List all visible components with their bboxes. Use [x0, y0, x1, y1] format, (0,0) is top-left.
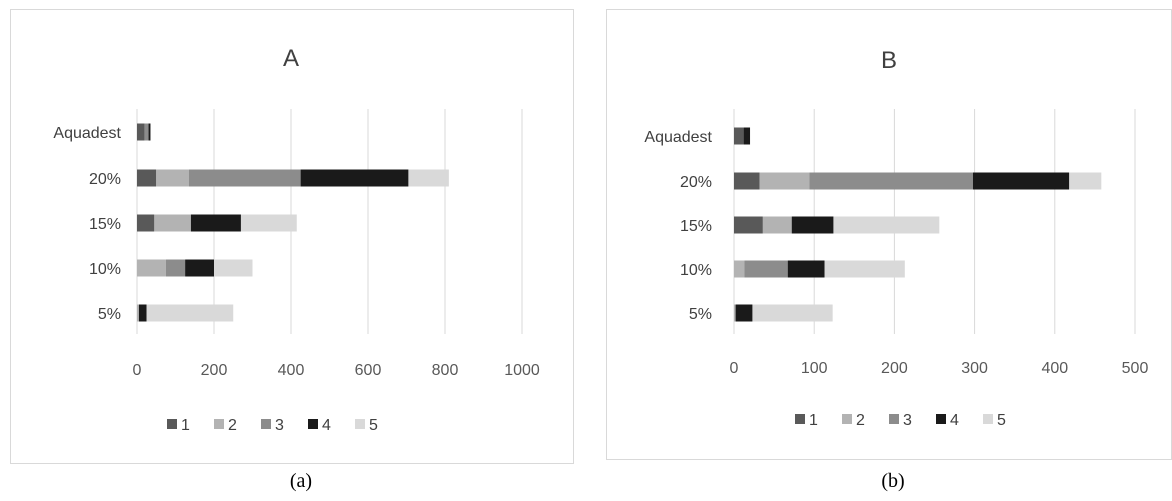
chart-a-bar-segment: [188, 169, 301, 187]
chart-a-frame: [10, 9, 574, 464]
chart-b-category-label: 5%: [689, 306, 712, 323]
chart-a-legend-swatch: [355, 419, 365, 429]
chart-a-bar-segment: [408, 169, 449, 187]
chart-b-bar-segment: [762, 216, 792, 234]
chart-a-bar-segment: [154, 214, 191, 232]
chart-a-bar-segment: [137, 169, 157, 187]
chart-b-bar-segment: [734, 216, 763, 234]
chart-b-bar-segment: [787, 260, 825, 278]
chart-a-legend-swatch: [308, 419, 318, 429]
chart-b-bar-segment: [752, 304, 833, 322]
chart-a-bar-segment: [190, 214, 241, 232]
chart-b-category-label: 20%: [680, 174, 712, 191]
chart-b-bar-segment: [824, 260, 905, 278]
chart-b-panel: B 0 100 200 300 400 500 Aquadest 20% 15% 10% 5% 1 2 3 4…: [606, 9, 1172, 460]
chart-a-legend-swatch: [261, 419, 271, 429]
chart-b-title: B: [881, 47, 897, 74]
chart-a-legend-label: 2: [228, 417, 237, 434]
caption-a: (a): [289, 470, 313, 492]
chart-b-frame: [606, 9, 1172, 460]
chart-b-legend-label: 2: [856, 412, 865, 429]
chart-a-legend-label: 3: [275, 417, 284, 434]
caption-b: (b): [881, 470, 905, 492]
chart-a-bar-segment: [240, 214, 297, 232]
chart-a-bar-segment: [146, 304, 234, 322]
chart-b-legend-label: 5: [997, 412, 1006, 429]
chart-a-bar-segment: [137, 123, 145, 141]
chart-b-legend-swatch: [842, 414, 852, 424]
chart-a-tick-label: 400: [278, 362, 305, 379]
chart-b-bar-segment: [1069, 172, 1102, 190]
chart-b-category-label: Aquadest: [644, 129, 712, 146]
chart-a-tick-label: 600: [355, 362, 382, 379]
chart-b-legend-label: 3: [903, 412, 912, 429]
chart-a-legend-label: 5: [369, 417, 378, 434]
chart-a-legend-label: 1: [181, 417, 190, 434]
chart-a-category-label: 5%: [98, 306, 121, 323]
chart-b-category-label: 15%: [680, 218, 712, 235]
chart-a-bar-segment: [214, 259, 253, 277]
chart-b-legend-swatch: [889, 414, 899, 424]
chart-b-tick-label: 300: [961, 360, 988, 377]
chart-b-tick-label: 200: [881, 360, 908, 377]
chart-b-bar-segment: [734, 127, 744, 145]
chart-a-bar-segment: [144, 123, 149, 141]
chart-a-bar-segment: [165, 259, 186, 277]
chart-b-tick-label: 500: [1122, 360, 1149, 377]
chart-a-bar-segment: [137, 214, 155, 232]
chart-a-tick-label: 800: [432, 362, 459, 379]
chart-b-legend-swatch: [983, 414, 993, 424]
chart-a-bar-segment: [138, 304, 147, 322]
chart-b-bar-segment: [972, 172, 1070, 190]
chart-b-legend-label: 1: [809, 412, 818, 429]
chart-b-bar-segment: [735, 304, 753, 322]
chart-b-legend-swatch: [936, 414, 946, 424]
chart-a-title: A: [283, 45, 299, 72]
chart-a-legend-swatch: [167, 419, 177, 429]
chart-b-bar-segment: [734, 304, 736, 322]
chart-a-tick-label: 200: [201, 362, 228, 379]
chart-b-tick-label: 100: [801, 360, 828, 377]
chart-b-bar-segment: [809, 172, 973, 190]
chart-a-category-label: 10%: [89, 261, 121, 278]
chart-b-tick-label: 400: [1041, 360, 1068, 377]
chart-b-bar-segment: [734, 172, 760, 190]
chart-a-tick-label: 1000: [504, 362, 540, 379]
chart-b-bar-segment: [759, 172, 810, 190]
chart-a-bar-segment: [300, 169, 409, 187]
chart-b-bar-segment: [791, 216, 834, 234]
chart-a-tick-label: 0: [133, 362, 142, 379]
chart-b-bar-segment: [734, 260, 745, 278]
chart-a-category-label: Aquadest: [53, 125, 121, 142]
chart-b-bar-segment: [743, 127, 751, 145]
chart-a-bar-segment: [137, 304, 139, 322]
chart-b-tick-label: 0: [730, 360, 739, 377]
chart-b-legend-label: 4: [950, 412, 959, 429]
chart-a-legend-swatch: [214, 419, 224, 429]
chart-b-bar-segment: [833, 216, 940, 234]
chart-b-bar-segment: [744, 260, 788, 278]
chart-a-category-label: 15%: [89, 216, 121, 233]
chart-a-bar-segment: [156, 169, 189, 187]
chart-b-category-label: 10%: [680, 262, 712, 279]
chart-b-legend-swatch: [795, 414, 805, 424]
chart-a-bar-segment: [185, 259, 214, 277]
chart-a-legend-label: 4: [322, 417, 331, 434]
chart-a-bar-segment: [148, 123, 151, 141]
chart-a-panel: A 0 200 400 600 800 1000 Aquadest 20% 15% 10% 5% 1 2 3…: [10, 9, 574, 464]
chart-b: B 0 100 200 300 400 500 Aquadest 20% 15% 10% 5% 1 2 3 4…: [606, 9, 1172, 460]
chart-a-bar-segment: [137, 259, 166, 277]
chart-a-category-label: 20%: [89, 171, 121, 188]
chart-a: A 0 200 400 600 800 1000 Aquadest 20% 15% 10% 5% 1 2 3…: [10, 9, 574, 464]
